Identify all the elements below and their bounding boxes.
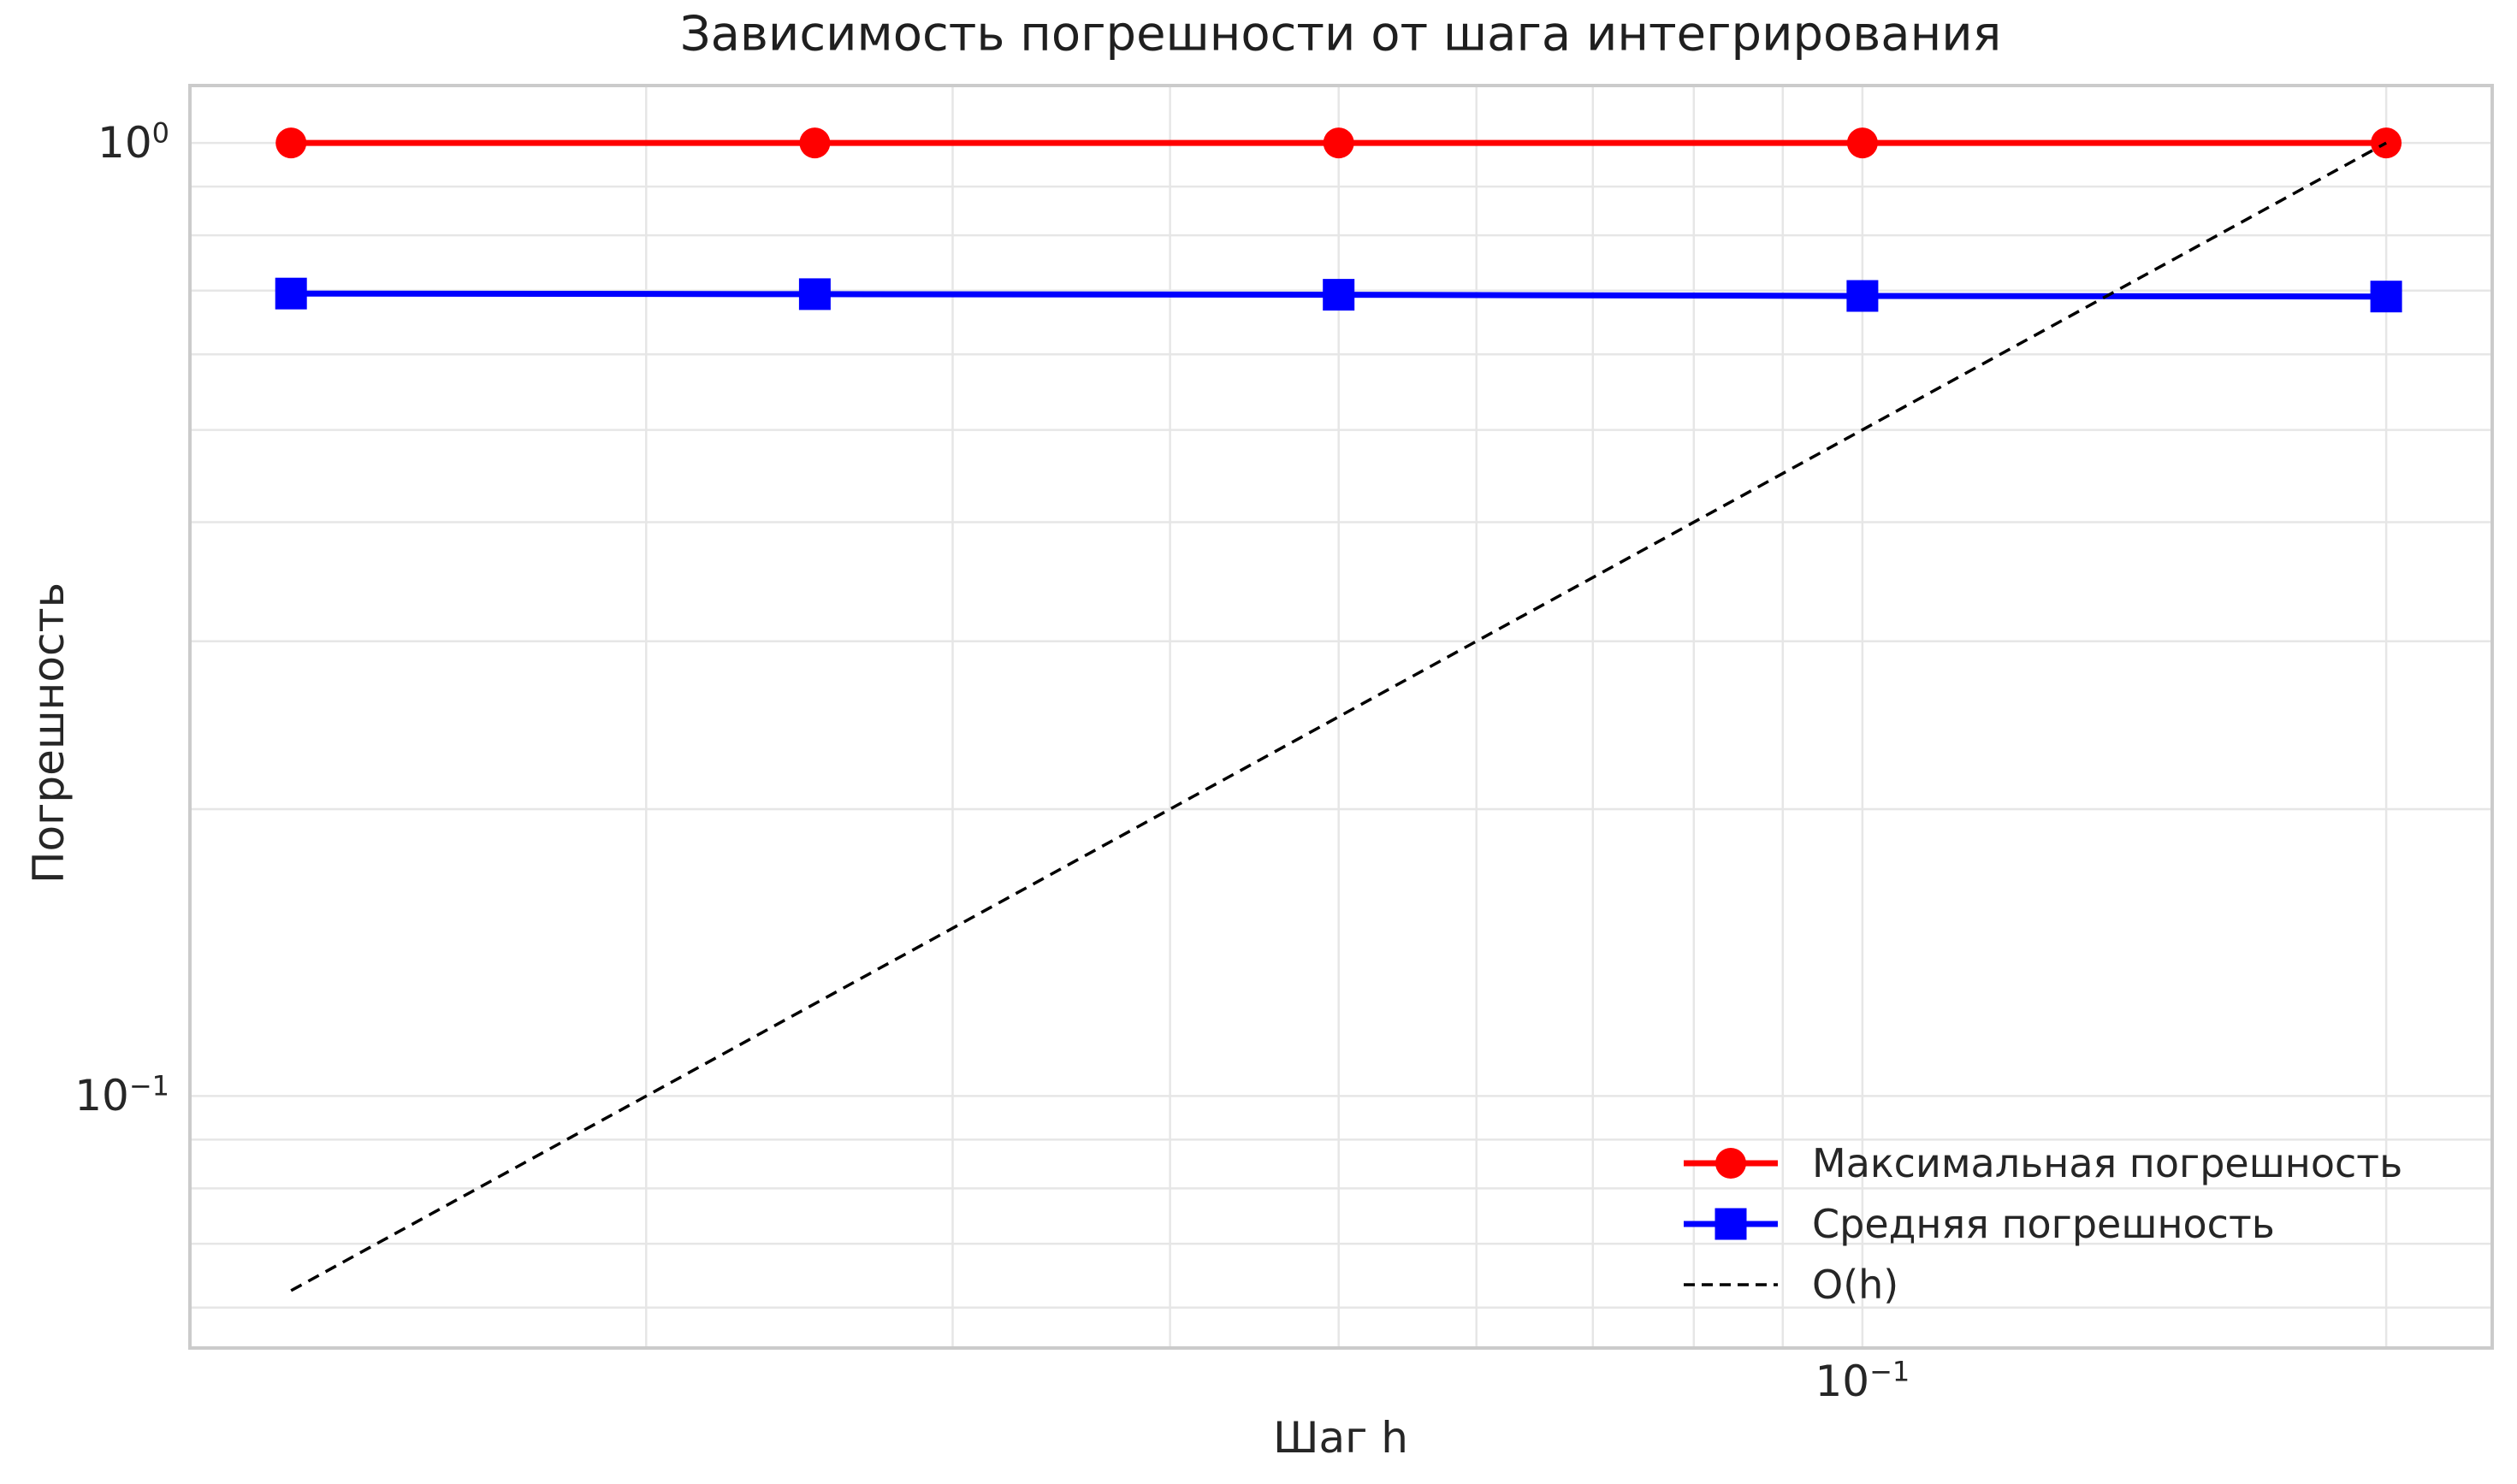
y-tick-1e-1-exponent: −1 — [128, 1069, 169, 1103]
y-axis-label: Погрешность — [24, 582, 74, 884]
legend-sample-mean-error-icon — [1684, 1208, 1778, 1239]
y-tick-1e-1: 10−1 — [0, 1071, 169, 1121]
chart-title: Зависимость погрешности от шага интегрир… — [679, 6, 2002, 62]
legend-sample-oh-reference-icon — [1684, 1282, 1778, 1286]
y-tick-1e0-base: 10 — [98, 118, 152, 169]
y-tick-1e-1-base: 10 — [74, 1071, 129, 1121]
legend: Максимальная погрешность Средняя погрешн… — [1679, 1132, 2402, 1315]
legend-label-mean-error: Средняя погрешность — [1812, 1200, 2275, 1247]
x-tick-1e-1-base: 10 — [1815, 1357, 1870, 1406]
y-tick-1e0: 100 — [0, 119, 169, 164]
x-tick-1e-1-exponent: −1 — [1869, 1355, 1910, 1388]
legend-label-oh-reference: O(h) — [1812, 1261, 1899, 1308]
legend-row-mean-error: Средняя погрешность — [1679, 1193, 2402, 1254]
y-tick-1e0-exponent: 0 — [151, 116, 169, 150]
x-tick-1e-1: 10−1 — [1786, 1357, 1940, 1406]
legend-row-max-error: Максимальная погрешность — [1679, 1132, 2402, 1193]
legend-sample-max-error-icon — [1684, 1147, 1778, 1179]
legend-label-max-error: Максимальная погрешность — [1812, 1139, 2403, 1186]
x-axis-label: Шаг h — [1273, 1413, 1408, 1463]
legend-row-oh-reference: O(h) — [1679, 1254, 2402, 1315]
